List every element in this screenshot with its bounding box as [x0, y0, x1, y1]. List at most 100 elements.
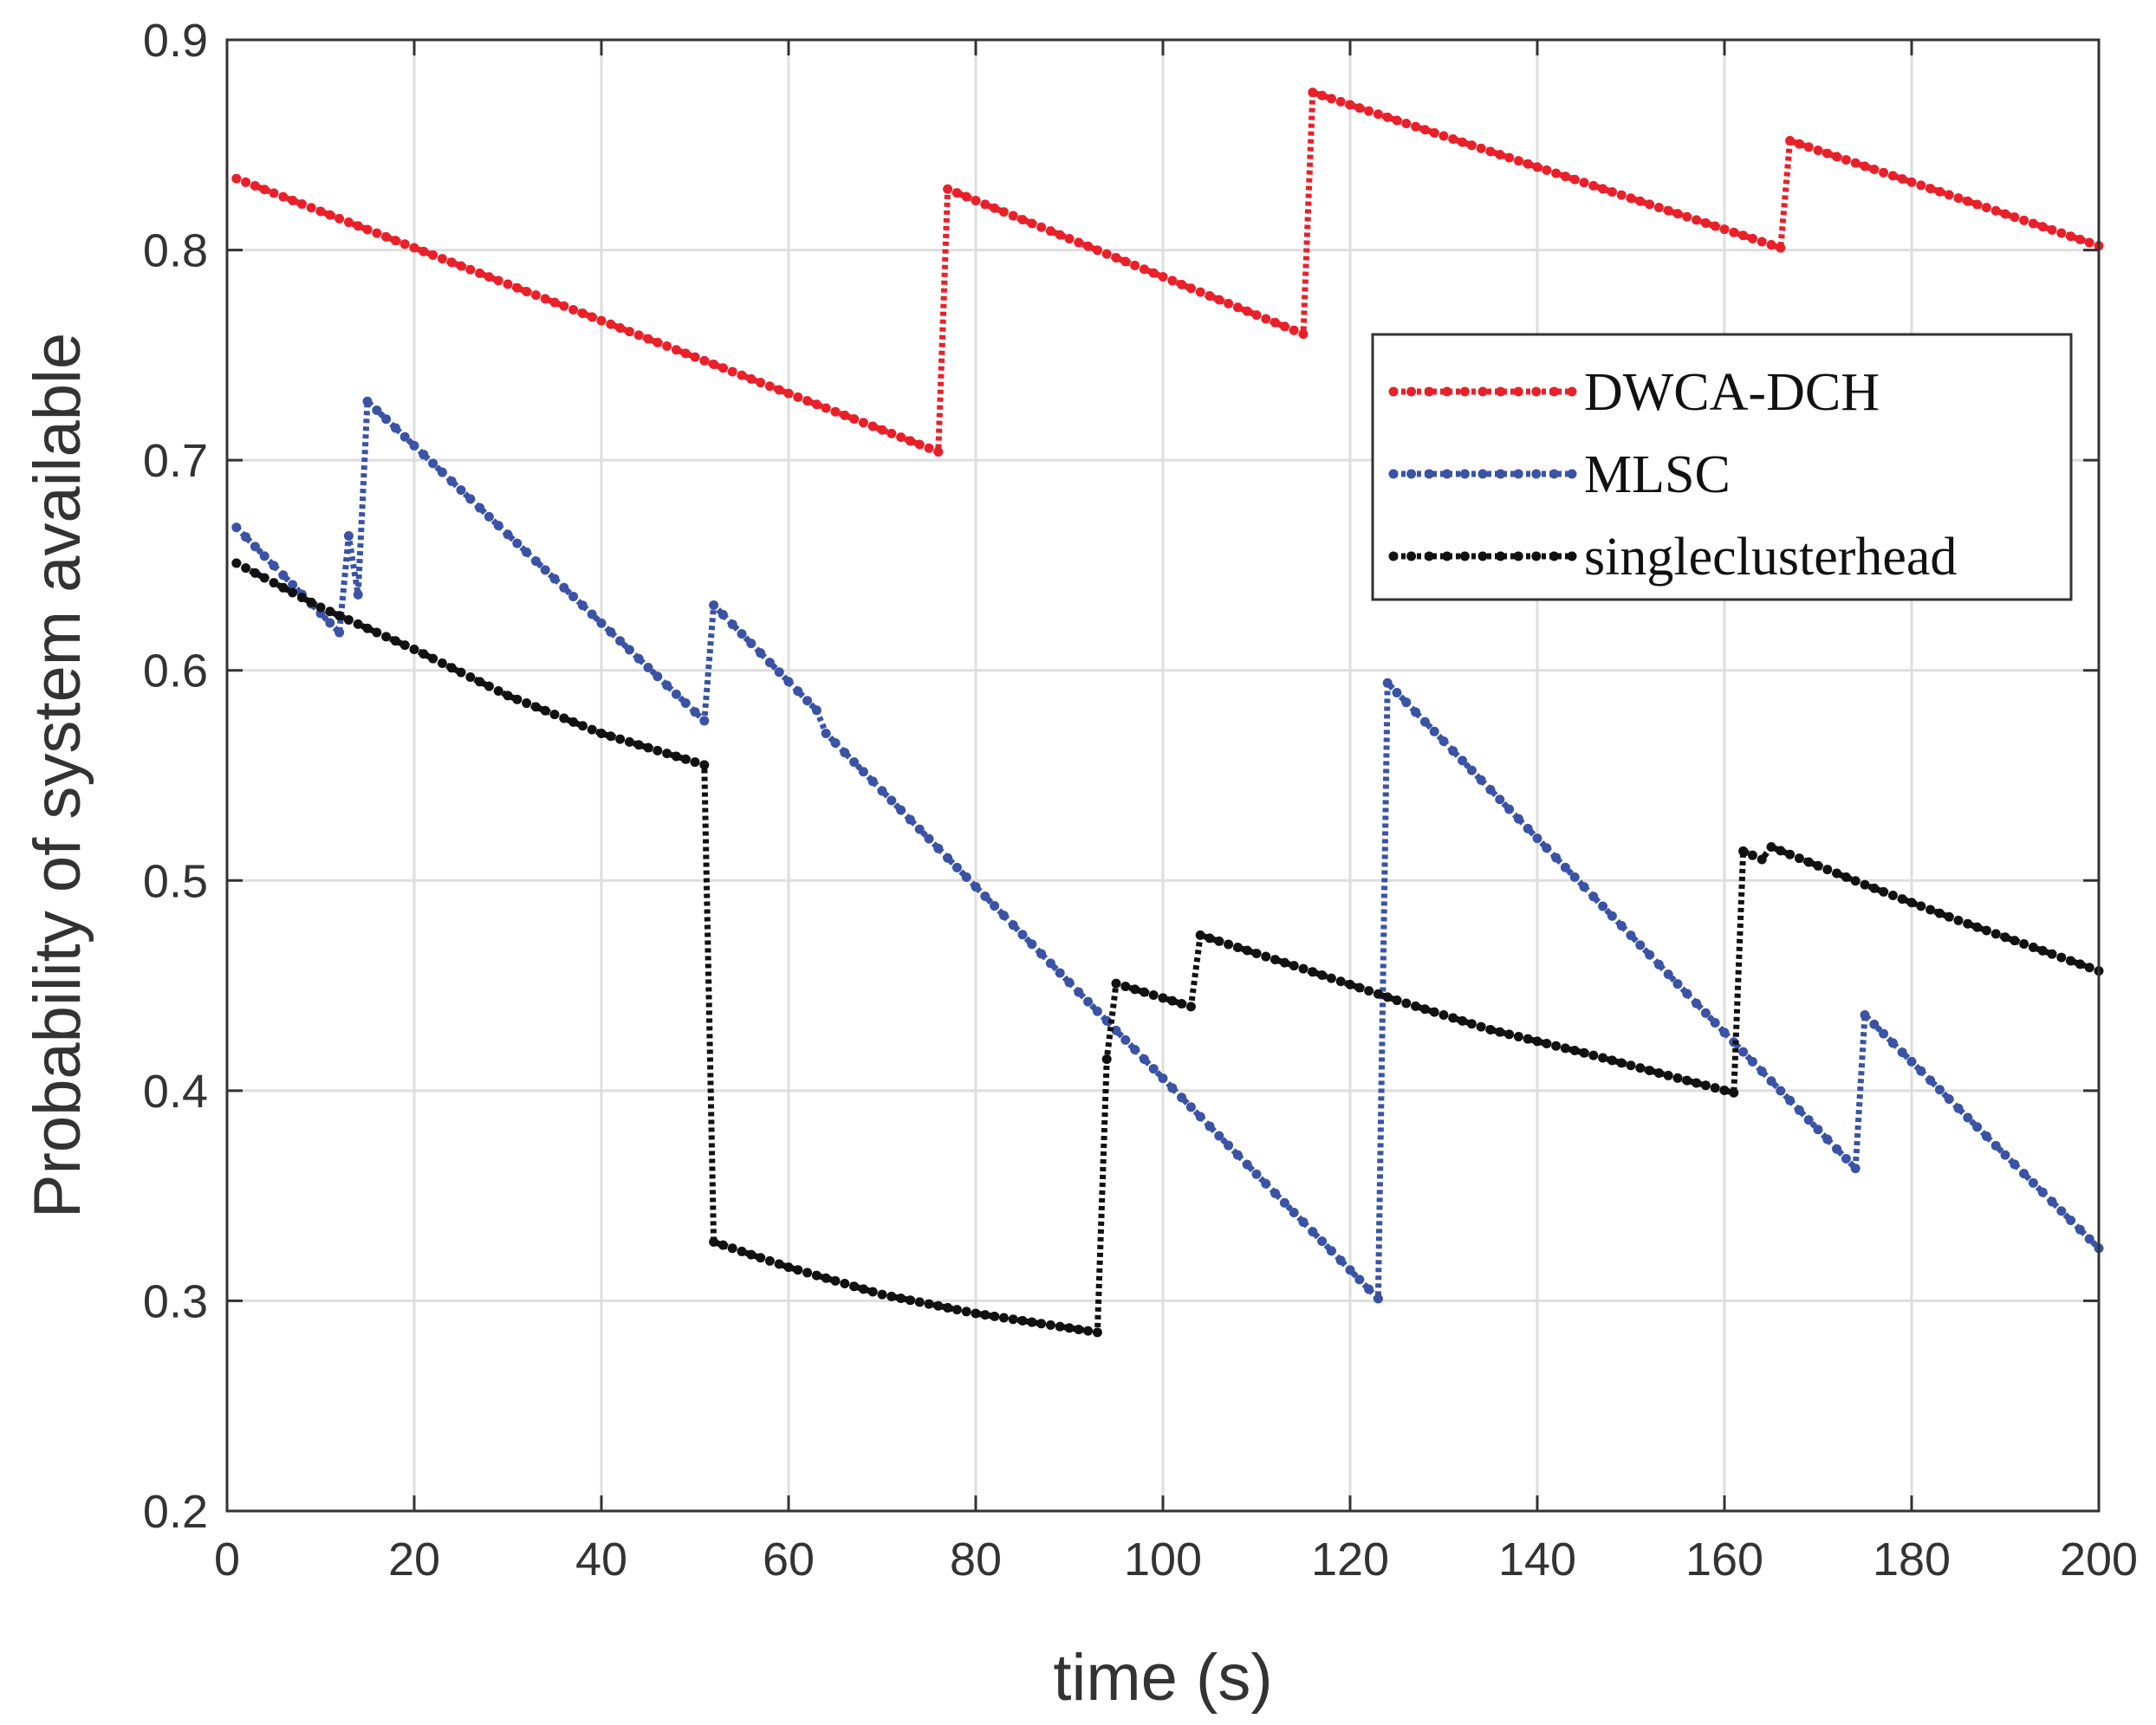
data-point: [1317, 970, 1328, 980]
data-point: [653, 337, 663, 347]
data-point: [1027, 939, 1037, 950]
data-point: [1879, 886, 1889, 897]
data-point: [428, 653, 438, 664]
data-point: [830, 1275, 841, 1286]
data-point: [1542, 165, 1552, 175]
data-point: [905, 436, 915, 446]
data-point: [1382, 678, 1393, 688]
data-point: [1354, 1274, 1365, 1285]
data-point: [1906, 177, 1917, 187]
data-point: [1130, 984, 1140, 995]
data-point: [540, 705, 550, 716]
data-point: [1934, 908, 1945, 918]
data-point: [1635, 1063, 1646, 1073]
data-point: [1326, 1246, 1336, 1256]
y-tick-label: 0.4: [143, 1066, 208, 1118]
data-point: [951, 188, 962, 198]
legend-swatch-marker: [1496, 469, 1506, 479]
data-point: [1803, 857, 1814, 867]
data-point: [559, 301, 569, 311]
data-point: [951, 1305, 962, 1315]
data-point: [1663, 205, 1673, 216]
data-point: [1148, 268, 1159, 278]
axis-ticks: 0 20 40 60 80 100 120 140 160 180 200 0.2 0.3 0.4 0.5 0…: [143, 15, 2138, 1586]
data-point: [961, 1307, 971, 1317]
data-point: [1925, 184, 1936, 194]
data-point: [1692, 215, 1702, 225]
data-point: [1438, 1010, 1449, 1021]
data-point: [1279, 321, 1289, 332]
data-point: [334, 213, 345, 224]
data-point: [334, 627, 345, 638]
data-point: [633, 653, 644, 664]
data-point: [1055, 230, 1065, 240]
data-point: [1616, 190, 1627, 200]
data-point: [241, 563, 251, 574]
data-point: [1111, 1025, 1121, 1035]
data-point: [2066, 956, 2076, 966]
data-point: [1887, 171, 1898, 181]
data-point: [633, 330, 644, 340]
data-point: [1036, 949, 1047, 959]
data-point: [1653, 202, 1664, 212]
data-point: [1177, 998, 1187, 1008]
data-point: [1813, 860, 1823, 871]
data-point: [1045, 226, 1055, 237]
data-point: [2037, 1187, 2048, 1197]
data-point: [446, 663, 457, 673]
data-point: [1832, 152, 1842, 162]
data-point: [278, 191, 289, 202]
data-point: [493, 276, 503, 286]
series-line: [234, 398, 2101, 1302]
data-point: [1710, 1018, 1720, 1028]
data-point: [1055, 1321, 1065, 1332]
data-point: [1645, 1066, 1655, 1076]
data-point: [1232, 942, 1243, 952]
data-point: [577, 600, 588, 611]
data-point: [858, 418, 868, 428]
data-point: [2028, 218, 2038, 229]
data-point: [1345, 1265, 1355, 1275]
data-point: [1579, 1047, 1589, 1058]
data-point: [1953, 915, 1964, 925]
data-point: [1373, 989, 1383, 999]
data-point: [1523, 1034, 1533, 1044]
data-point: [1934, 186, 1945, 197]
data-point: [1963, 196, 1973, 206]
data-point: [2000, 1150, 2010, 1160]
data-point: [886, 428, 897, 438]
data-point: [259, 185, 270, 195]
data-point: [2000, 209, 2010, 219]
data-point: [709, 360, 719, 370]
data-point: [1392, 115, 1402, 126]
data-point: [1813, 1125, 1823, 1135]
data-point: [727, 619, 737, 630]
data-point: [362, 396, 373, 406]
data-point: [671, 689, 681, 699]
data-point: [849, 414, 860, 425]
data-point: [2037, 945, 2048, 956]
data-point: [933, 1300, 944, 1311]
data-point: [830, 738, 841, 749]
data-point: [1887, 891, 1898, 901]
data-point: [587, 312, 597, 322]
data-point: [867, 776, 878, 787]
data-point: [1289, 1207, 1299, 1217]
data-point: [1944, 911, 1954, 922]
data-point: [1832, 868, 1842, 879]
data-point: [296, 593, 307, 603]
data-point: [746, 1249, 757, 1260]
data-point: [1626, 1060, 1636, 1071]
data-point: [1598, 184, 1608, 194]
data-point: [1158, 1073, 1168, 1084]
legend-swatch-marker: [1424, 551, 1434, 561]
data-point: [343, 530, 354, 541]
data-point: [1719, 1028, 1730, 1038]
data-point: [1616, 920, 1627, 931]
data-point: [1916, 1066, 1926, 1076]
data-point: [1504, 1029, 1515, 1040]
data-point: [1551, 168, 1562, 178]
data-point: [1167, 1083, 1178, 1093]
data-point: [1205, 291, 1215, 302]
data-point: [1879, 1028, 1889, 1039]
